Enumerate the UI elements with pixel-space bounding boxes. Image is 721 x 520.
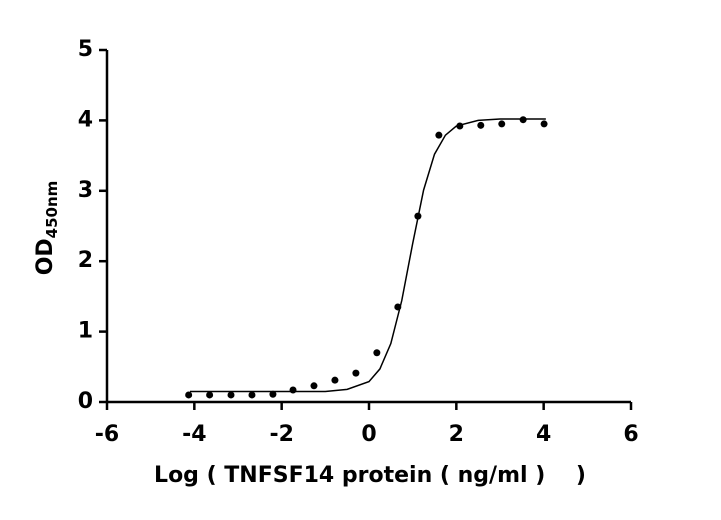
x-tick-label: -2 — [269, 422, 293, 447]
data-point — [248, 391, 256, 399]
x-tick-label: -6 — [95, 422, 119, 447]
y-tick-label: 1 — [78, 319, 93, 344]
data-point — [227, 391, 235, 399]
data-point — [206, 391, 214, 399]
data-point — [331, 376, 339, 384]
data-point — [477, 121, 485, 129]
data-point — [352, 369, 360, 377]
data-point — [373, 349, 381, 357]
x-tick-label: -4 — [182, 422, 206, 447]
y-tick-label: 0 — [78, 389, 93, 414]
y-tick-label: 5 — [78, 37, 93, 62]
x-tick-label: 0 — [361, 422, 376, 447]
x-tick-label: 4 — [536, 422, 551, 447]
x-tick-label: 2 — [449, 422, 464, 447]
y-tick-label: 3 — [78, 178, 93, 203]
y-axis-label-subscript: 450nm — [43, 181, 61, 239]
data-point — [185, 391, 193, 399]
data-point — [540, 120, 548, 128]
data-point — [435, 131, 443, 139]
y-axis-label: OD450nm — [33, 181, 61, 276]
y-axis-label-main: OD — [33, 238, 58, 275]
x-tick-label: 6 — [623, 422, 638, 447]
x-axis-label: Log ( TNFSF14 protein ( ng/ml ) ) — [154, 463, 586, 488]
data-point — [310, 382, 318, 390]
fit-curve — [189, 118, 546, 393]
y-tick-label: 4 — [78, 107, 93, 132]
data-point — [269, 390, 277, 398]
y-tick-label: 2 — [78, 248, 93, 273]
data-point — [498, 120, 506, 128]
data-point — [289, 386, 297, 394]
